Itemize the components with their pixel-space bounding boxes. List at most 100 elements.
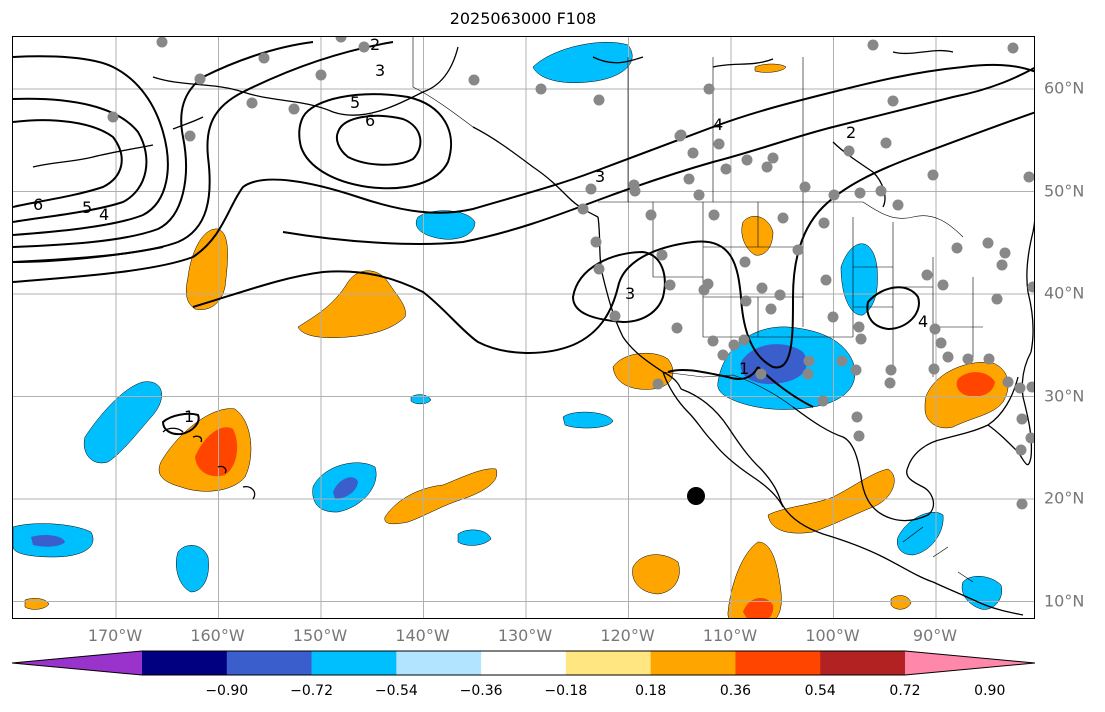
station-marker [892, 199, 904, 211]
contour-label: 6 [365, 111, 375, 130]
longitude-label: 110°W [702, 626, 758, 645]
shade-blue-north-pacific [415, 210, 476, 240]
longitude-label: 90°W [912, 626, 958, 645]
station-marker [836, 355, 848, 367]
colorbar-segment [481, 651, 567, 675]
colorbar-tick-label: 0.54 [804, 683, 836, 699]
coast-baja [662, 371, 784, 508]
colorbar-tick-label: 0.72 [889, 683, 921, 699]
station-marker [765, 303, 777, 315]
station-marker [1027, 281, 1034, 293]
colorbar-extend-high [905, 651, 1035, 675]
station-marker [817, 395, 829, 407]
shade-orange-nevada [741, 216, 774, 256]
station-marker [708, 209, 720, 221]
colorbar-tick-label: 0.90 [974, 683, 1006, 699]
contour-line-2-main [192, 111, 1034, 369]
station-marker [991, 293, 1003, 305]
station-marker [777, 212, 789, 224]
station-marker [741, 154, 753, 166]
station-marker [828, 189, 840, 201]
contour-line-low-5 [298, 93, 453, 190]
station-marker [707, 335, 719, 347]
latitude-label: 50°N [1044, 181, 1085, 200]
station-marker [982, 237, 994, 249]
longitude-label: 150°W [292, 626, 348, 645]
storm-marker [687, 487, 705, 505]
station-marker [818, 217, 830, 229]
station-marker [799, 181, 811, 193]
station-marker [942, 351, 954, 363]
station-marker [1002, 376, 1014, 388]
coast-canada-north [592, 49, 954, 68]
station-marker [937, 279, 949, 291]
latitude-label: 30°N [1044, 386, 1085, 405]
colorbar-segment [735, 651, 821, 675]
colorbar-segment [226, 651, 313, 675]
shade-orange-small-2 [890, 595, 912, 610]
colorbar-segment [311, 651, 397, 675]
contour-label: 4 [713, 115, 723, 134]
border-central-america [902, 526, 974, 583]
shade-blue-small-2 [410, 394, 432, 405]
map-title: 2025063000 F108 [449, 9, 597, 28]
colorbar-segment [142, 651, 228, 675]
coast-gulf-mexico [792, 376, 1019, 522]
station-marker [652, 378, 664, 390]
shade-orange-central-pacific-2 [297, 270, 406, 338]
station-marker [683, 173, 695, 185]
shade-blue-plains [840, 243, 878, 316]
latitude-label: 10°N [1044, 591, 1085, 610]
longitude-label: 130°W [497, 626, 553, 645]
station-marker [593, 263, 605, 275]
longitude-label: 120°W [600, 626, 655, 645]
station-marker [671, 322, 683, 334]
station-marker [194, 73, 206, 85]
station-marker [1016, 413, 1028, 425]
contour-line-4-main [13, 63, 1034, 283]
coast-aleutians [32, 116, 204, 168]
station-marker [739, 256, 751, 268]
station-marker [656, 249, 668, 261]
longitude-label: 100°W [805, 626, 860, 645]
contour-label: 2 [370, 37, 380, 54]
colorbar-segment [820, 651, 906, 675]
contour-line-3-ca [571, 250, 666, 324]
station-marker [585, 183, 597, 195]
contour-line-5-west [13, 97, 148, 223]
station-marker [843, 145, 855, 157]
station-marker [996, 259, 1008, 271]
station-marker [1015, 444, 1027, 456]
shade-blue-small-1 [562, 411, 614, 429]
station-marker [156, 37, 168, 48]
station-marker [756, 282, 768, 294]
station-marker [929, 323, 941, 335]
station-marker [851, 411, 863, 423]
contour-label: 4 [918, 312, 928, 331]
station-marker [664, 279, 676, 291]
station-marker [935, 337, 947, 349]
station-marker [335, 37, 347, 43]
contour-line-low-6 [335, 114, 422, 166]
colorbar-segment [396, 651, 482, 675]
contour-label: 1 [184, 407, 194, 426]
station-marker [1025, 432, 1034, 444]
shade-orange-east-pacific-1 [632, 554, 680, 595]
colorbar-outline [12, 650, 1035, 676]
station-marker [803, 355, 815, 367]
latitude-label: 20°N [1044, 488, 1085, 508]
station-marker [358, 41, 370, 53]
station-marker [850, 364, 862, 376]
contour-label: 3 [595, 167, 605, 186]
shade-orange-subtropical [384, 468, 498, 525]
border-us-mexico [662, 371, 794, 408]
colorbar-tick-label: 0.36 [719, 683, 752, 699]
station-marker [107, 111, 119, 123]
colorbar-segment [565, 651, 652, 675]
station-marker [674, 130, 686, 142]
station-marker [740, 295, 752, 307]
station-marker [1026, 381, 1034, 393]
colorbar-tick-label: −0.54 [374, 683, 418, 699]
shade-red-hawaii [195, 427, 238, 477]
contour-line-3-main [13, 66, 1034, 263]
